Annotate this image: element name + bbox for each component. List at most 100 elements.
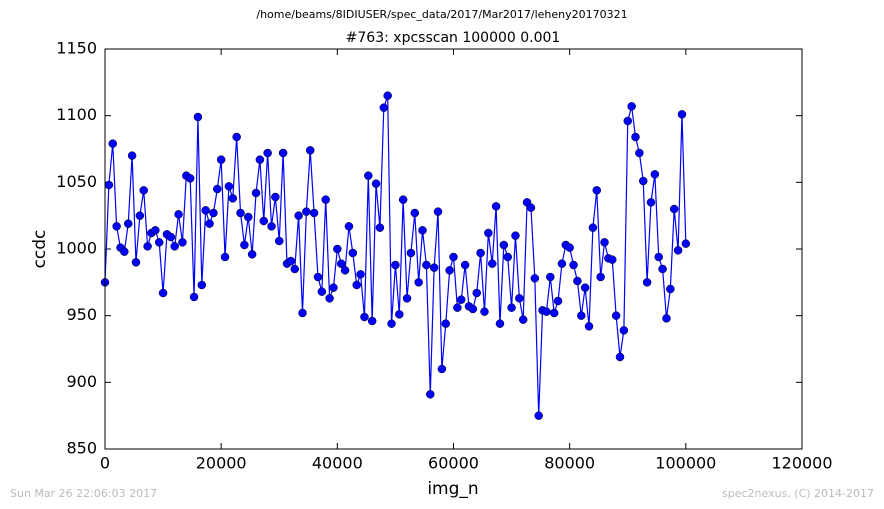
- y-tick-label: 1050: [56, 172, 97, 191]
- data-point: [565, 243, 574, 252]
- data-point: [228, 194, 238, 203]
- data-point: [329, 283, 338, 292]
- data-point: [433, 207, 443, 216]
- data-point: [309, 208, 319, 218]
- data-point: [139, 186, 148, 195]
- data-point: [507, 303, 516, 312]
- data-point: [263, 148, 272, 158]
- data-point: [232, 132, 241, 142]
- data-point: [491, 202, 501, 211]
- footer-right: spec2nexus, (C) 2014-2017: [722, 487, 874, 500]
- data-point: [414, 278, 423, 287]
- data-point: [673, 246, 683, 255]
- data-point: [135, 211, 145, 220]
- x-axis-label: img_n: [427, 479, 478, 499]
- data-point: [271, 192, 280, 202]
- data-point: [468, 304, 478, 314]
- data-point: [666, 284, 675, 294]
- data-point: [577, 311, 586, 320]
- data-point: [178, 238, 187, 247]
- data-point: [650, 170, 660, 179]
- data-point: [375, 223, 385, 232]
- data-point: [515, 294, 524, 303]
- x-tick-label: 20000: [196, 454, 247, 473]
- x-tick-label: 40000: [312, 454, 363, 473]
- y-tick-label: 950: [66, 305, 97, 324]
- data-point: [123, 219, 133, 228]
- data-point: [298, 308, 307, 318]
- data-point: [592, 186, 602, 195]
- y-tick-label: 1000: [56, 239, 97, 258]
- data-point: [526, 203, 536, 212]
- data-point: [360, 312, 369, 322]
- data-point: [247, 250, 257, 259]
- data-point: [154, 238, 164, 247]
- data-point: [530, 274, 540, 283]
- data-point: [336, 259, 346, 268]
- data-point: [189, 292, 199, 302]
- data-point: [658, 264, 667, 274]
- data-point: [224, 182, 234, 191]
- data-point: [518, 315, 528, 324]
- data-point: [313, 272, 323, 282]
- data-point: [383, 91, 392, 100]
- y-axis-label: ccdc: [30, 230, 50, 269]
- data-point: [611, 311, 621, 320]
- data-point: [205, 219, 214, 228]
- data-point: [367, 316, 377, 326]
- data-point: [476, 248, 485, 258]
- data-point: [240, 240, 249, 250]
- data-point: [209, 208, 218, 218]
- data-point: [216, 155, 226, 164]
- data-point: [340, 266, 350, 275]
- data-point: [333, 244, 342, 254]
- data-point: [542, 307, 551, 316]
- plot-frame: [104, 48, 803, 450]
- data-point: [391, 260, 400, 270]
- data-point: [681, 239, 691, 248]
- data-point: [127, 151, 137, 160]
- data-point: [449, 252, 458, 262]
- data-point: [646, 198, 656, 207]
- data-point: [445, 266, 454, 275]
- data-point: [104, 180, 114, 190]
- data-point: [456, 295, 466, 304]
- data-point: [499, 240, 509, 250]
- data-point: [201, 206, 210, 215]
- y-tick-label: 900: [66, 372, 97, 391]
- data-point: [623, 116, 632, 126]
- data-point: [615, 352, 625, 362]
- data-point: [588, 223, 598, 232]
- data-point: [573, 276, 582, 286]
- chart-title: #763: xpcsscan 100000 0.001: [346, 30, 561, 46]
- data-point: [290, 264, 299, 274]
- data-point: [422, 260, 431, 270]
- data-point: [608, 255, 617, 264]
- data-point: [441, 319, 451, 328]
- data-point: [344, 222, 354, 231]
- data-point: [569, 260, 578, 270]
- data-point: [398, 195, 408, 204]
- data-point: [596, 272, 605, 282]
- data-point: [278, 148, 288, 158]
- y-tick-label: 1100: [56, 105, 97, 124]
- x-tick-label: 120000: [771, 454, 832, 473]
- x-tick-label: 100000: [655, 454, 716, 473]
- data-point: [120, 247, 129, 256]
- data-point: [317, 287, 327, 296]
- data-point: [638, 176, 648, 186]
- data-point: [635, 148, 644, 158]
- data-point: [213, 184, 222, 194]
- data-point: [305, 146, 315, 155]
- data-point: [112, 222, 121, 231]
- data-point: [557, 259, 567, 268]
- data-point: [487, 259, 497, 268]
- data-point: [158, 288, 168, 298]
- data-point: [654, 252, 663, 262]
- data-point: [584, 322, 594, 331]
- data-point: [170, 242, 179, 251]
- data-point: [627, 102, 636, 111]
- data-point: [600, 238, 609, 247]
